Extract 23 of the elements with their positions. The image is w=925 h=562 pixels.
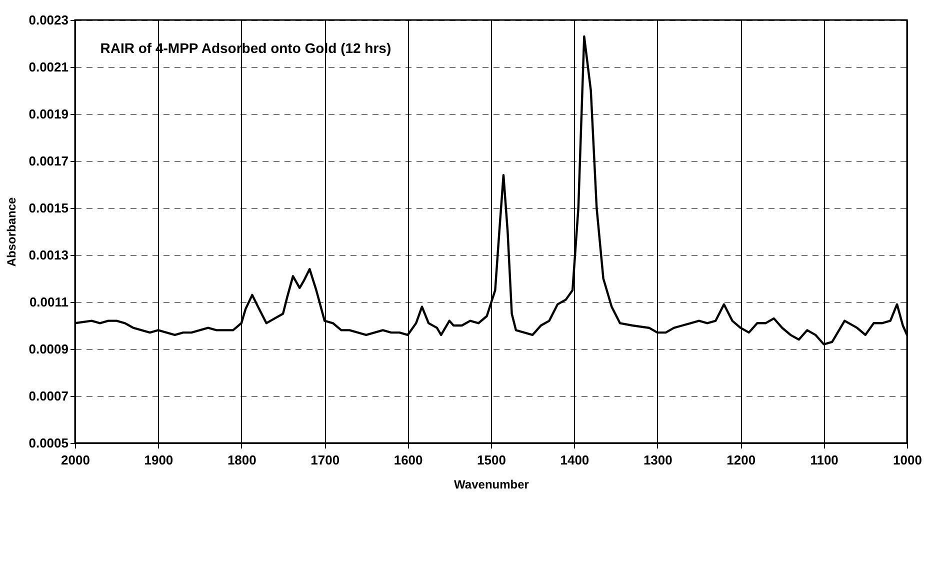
y-tick-label: 0.0009 — [28, 342, 68, 356]
x-axis-title: Wavenumber — [454, 478, 530, 492]
x-tick-label: 1700 — [310, 452, 340, 468]
y-tick-label: 0.0011 — [29, 294, 68, 310]
x-tick-label: 1400 — [560, 452, 590, 468]
y-tick-label: 0.0017 — [28, 154, 68, 168]
y-tick-label: 0.0005 — [28, 436, 68, 450]
x-tick-label: 1800 — [227, 452, 256, 468]
x-tick-label: 2000 — [61, 452, 90, 468]
x-tick-label: 1500 — [477, 452, 506, 468]
x-tick-label: 1200 — [726, 452, 756, 468]
x-tick-label: 1900 — [144, 452, 174, 468]
y-tick-label: 0.0013 — [28, 248, 68, 262]
x-tick-label: 1600 — [394, 452, 423, 468]
y-tick-label: 0.0021 — [28, 60, 68, 74]
y-axis-title: Absorbance — [4, 197, 19, 267]
y-tick-label: 0.0007 — [28, 388, 68, 404]
y-tick-label: 0.0015 — [28, 200, 68, 216]
x-tick-label: 1100 — [810, 452, 838, 468]
x-tick-label: 1000 — [893, 452, 922, 468]
y-tick-label: 0.0023 — [28, 12, 68, 28]
x-tick-label: 1300 — [643, 452, 672, 468]
y-tick-label: 0.0019 — [28, 106, 68, 122]
